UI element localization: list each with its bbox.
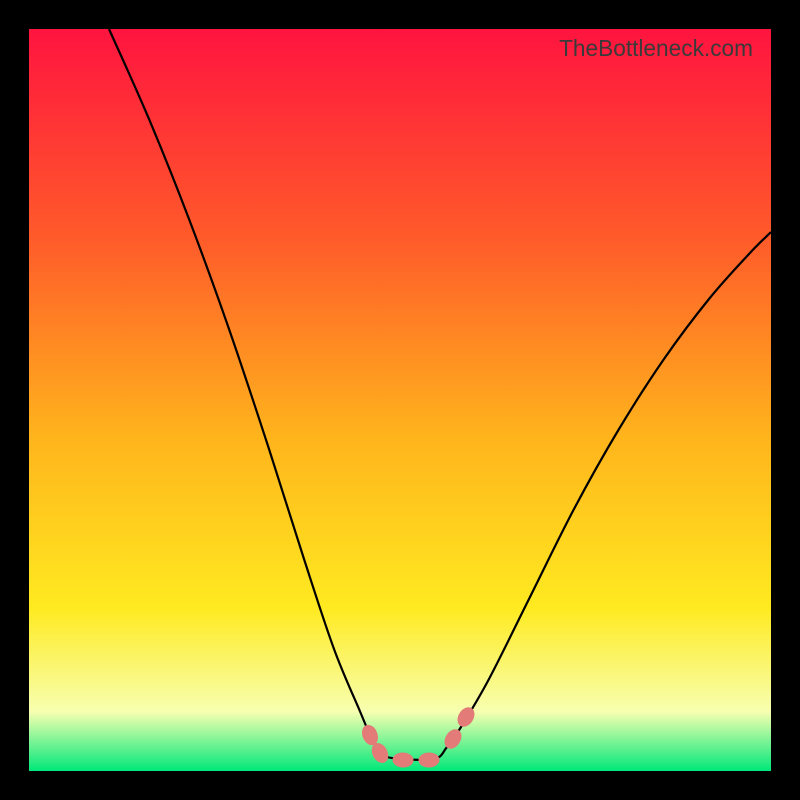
- marker-group: [360, 705, 477, 768]
- bottleneck-curve: [109, 29, 771, 760]
- curve-marker-5: [455, 705, 477, 729]
- curve-layer: [29, 29, 771, 771]
- plot-area: TheBottleneck.com: [29, 29, 771, 771]
- chart-frame: TheBottleneck.com: [0, 0, 800, 800]
- curve-marker-4: [442, 727, 464, 751]
- curve-marker-2: [393, 753, 413, 768]
- curve-marker-3: [419, 753, 439, 768]
